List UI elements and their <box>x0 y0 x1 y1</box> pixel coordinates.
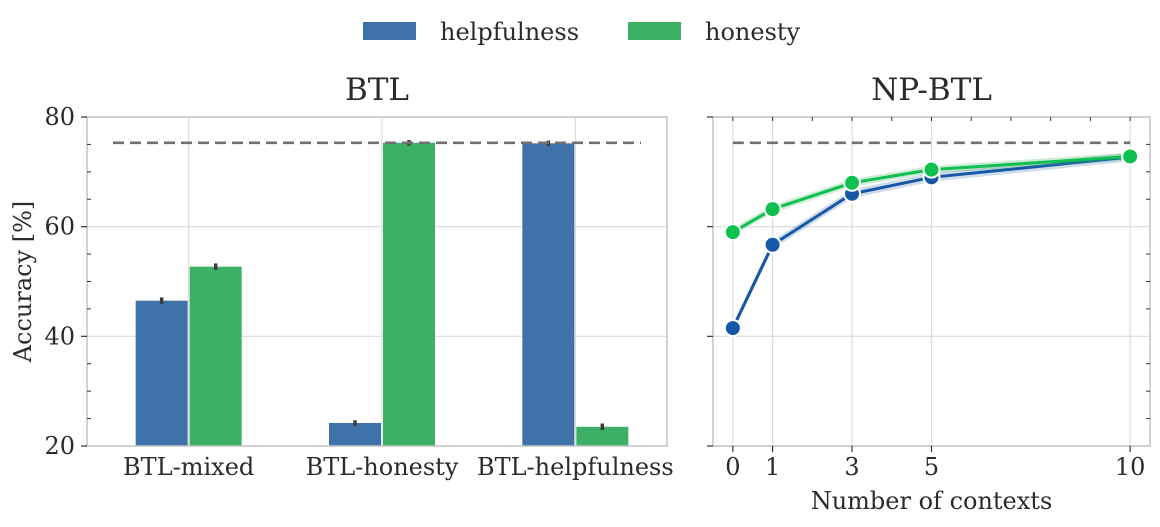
bar-honesty-BTL-helpfulness <box>576 426 629 446</box>
point-honesty <box>723 223 742 242</box>
x-tick-label: 0 <box>725 453 740 481</box>
bar-honesty-BTL-mixed <box>189 266 242 446</box>
point-honesty <box>922 160 941 179</box>
y-tick-label: 40 <box>44 322 75 350</box>
point-helpfulness <box>723 319 742 338</box>
bar-helpfulness-BTL-helpfulness <box>522 143 575 446</box>
bar-honesty-BTL-honesty <box>383 142 435 446</box>
legend-label-helpfulness: helpfulness <box>440 18 579 46</box>
chart-title-btl: BTL <box>345 72 409 108</box>
legend-label-honesty: honesty <box>705 18 801 46</box>
point-honesty <box>763 200 782 219</box>
x-tick-label: 10 <box>1115 453 1146 481</box>
legend-swatch-helpfulness <box>363 22 416 40</box>
y-tick-label: 60 <box>44 213 75 241</box>
legend-swatch-honesty <box>628 22 681 40</box>
y-tick-label: 80 <box>44 103 75 131</box>
bar-helpfulness-BTL-honesty <box>329 422 381 446</box>
y-tick-label: 20 <box>44 432 75 460</box>
point-honesty <box>1121 147 1140 166</box>
x-tick-label: 3 <box>844 453 859 481</box>
category-label: BTL-helpfulness <box>477 453 674 481</box>
point-helpfulness <box>763 235 782 254</box>
chart-title-np-btl: NP-BTL <box>871 72 992 108</box>
y-axis-label: Accuracy [%] <box>9 201 37 364</box>
category-label: BTL-mixed <box>123 453 254 481</box>
x-tick-label: 1 <box>765 453 780 481</box>
bar-helpfulness-BTL-mixed <box>135 300 188 446</box>
x-tick-label: 5 <box>924 453 939 481</box>
point-honesty <box>843 173 862 192</box>
x-axis-label: Number of contexts <box>811 487 1053 515</box>
category-label: BTL-honesty <box>306 453 459 481</box>
